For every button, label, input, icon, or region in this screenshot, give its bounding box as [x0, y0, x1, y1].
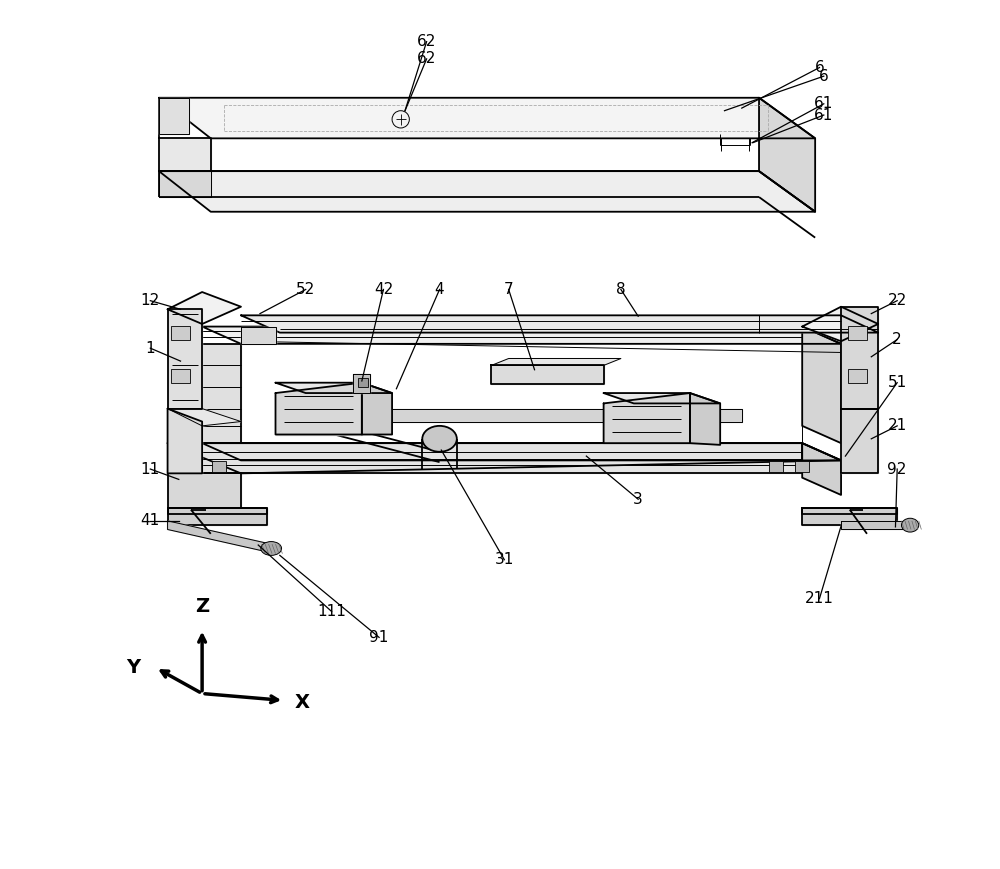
Polygon shape [841, 521, 910, 529]
Text: 91: 91 [369, 630, 389, 645]
Text: 111: 111 [317, 604, 346, 619]
Text: 61: 61 [814, 108, 833, 123]
Text: 3: 3 [633, 492, 643, 507]
Text: 21: 21 [888, 418, 907, 434]
Text: 1: 1 [145, 341, 155, 355]
Polygon shape [759, 97, 815, 212]
Polygon shape [301, 408, 742, 421]
Polygon shape [491, 366, 604, 384]
Polygon shape [168, 408, 241, 426]
Text: Z: Z [195, 597, 209, 616]
Text: 8: 8 [616, 282, 626, 297]
Polygon shape [168, 408, 202, 474]
Ellipse shape [422, 426, 457, 452]
Bar [848, 326, 867, 340]
Polygon shape [168, 443, 841, 474]
Polygon shape [159, 97, 815, 138]
Polygon shape [276, 382, 362, 434]
Polygon shape [168, 521, 271, 553]
Text: 62: 62 [417, 51, 436, 66]
Polygon shape [241, 327, 276, 344]
Bar [171, 326, 190, 340]
Polygon shape [168, 507, 267, 525]
Polygon shape [802, 307, 878, 342]
Ellipse shape [902, 518, 919, 532]
Polygon shape [802, 507, 897, 514]
Polygon shape [491, 359, 621, 366]
Text: 2: 2 [892, 332, 902, 347]
Text: 4: 4 [435, 282, 444, 297]
Bar [171, 368, 190, 382]
Polygon shape [202, 443, 841, 461]
Polygon shape [802, 507, 897, 525]
Text: 42: 42 [374, 282, 393, 297]
Polygon shape [159, 171, 815, 212]
Polygon shape [241, 315, 878, 333]
Text: 52: 52 [296, 282, 315, 297]
Text: 7: 7 [504, 282, 513, 297]
Text: 11: 11 [141, 461, 160, 476]
Text: 92: 92 [887, 461, 907, 476]
Polygon shape [276, 382, 392, 393]
Polygon shape [168, 292, 241, 324]
Text: 211: 211 [805, 591, 834, 606]
Polygon shape [159, 171, 211, 197]
Text: 12: 12 [141, 293, 160, 308]
Polygon shape [362, 382, 392, 434]
Polygon shape [841, 307, 878, 408]
Text: 41: 41 [141, 514, 160, 528]
Bar [795, 461, 809, 472]
Polygon shape [159, 97, 189, 134]
Text: 6: 6 [815, 60, 824, 75]
Bar [212, 461, 226, 472]
Text: 22: 22 [888, 293, 907, 308]
Text: 61: 61 [814, 96, 833, 111]
Text: 31: 31 [495, 552, 514, 567]
Polygon shape [168, 309, 202, 408]
Polygon shape [690, 393, 720, 445]
Polygon shape [604, 393, 690, 443]
Polygon shape [202, 327, 841, 344]
Polygon shape [841, 408, 878, 474]
Polygon shape [168, 507, 267, 514]
Polygon shape [802, 327, 841, 443]
Text: 62: 62 [417, 34, 436, 50]
Text: 6: 6 [819, 69, 829, 83]
Polygon shape [168, 443, 802, 474]
Polygon shape [168, 474, 241, 507]
Polygon shape [202, 344, 241, 443]
Ellipse shape [261, 541, 282, 555]
Polygon shape [802, 443, 841, 495]
Polygon shape [604, 393, 720, 403]
Bar [358, 378, 368, 387]
Bar [848, 368, 867, 382]
Polygon shape [353, 374, 370, 393]
Text: 51: 51 [888, 375, 907, 390]
Text: Y: Y [126, 658, 140, 677]
Text: X: X [295, 693, 310, 712]
Polygon shape [159, 138, 211, 171]
Bar [187, 461, 200, 472]
Bar [769, 461, 783, 472]
